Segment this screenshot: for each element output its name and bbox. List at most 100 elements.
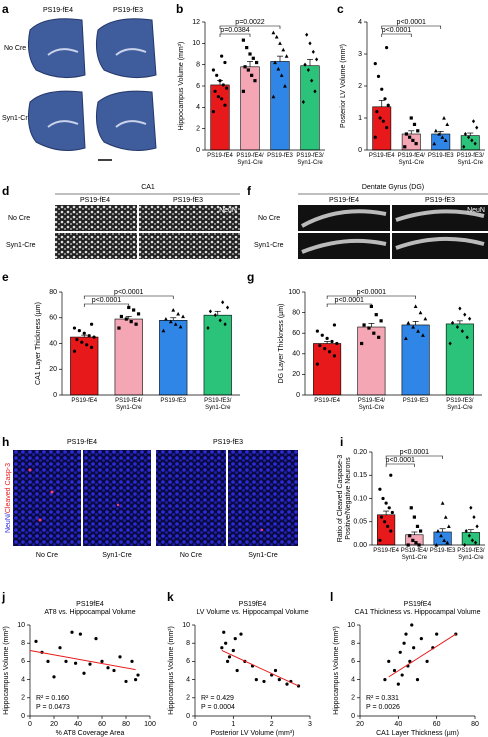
data-point [385,46,389,50]
y-tick-label: 2 [351,695,355,702]
error-bar [378,100,385,107]
data-point [208,309,213,314]
granule-layer [301,209,485,254]
x-tick-label: 40 [74,721,82,728]
stain-label: NeuN [219,207,237,214]
data-point [400,673,404,677]
data-point [284,54,289,58]
data-point [383,678,387,682]
data-point [164,317,168,321]
data-point [223,322,227,327]
chart-subtitle: AT8 vs. Hippocampal Volume [44,609,135,616]
y-axis-label: Hippocampus Volume (mm³) [168,626,175,715]
error-bar [247,61,253,67]
data-point [382,520,387,524]
p-value: p<0.0001 [382,27,411,34]
error-bar [277,55,283,62]
data-point [409,506,413,510]
data-point [473,141,477,146]
data-point [262,679,266,684]
data-point [320,333,324,337]
data-point [129,320,133,324]
data-point [173,322,178,326]
p-value: p<0.0001 [335,297,364,304]
y-tick-label: 8 [186,640,190,647]
data-point [241,38,245,42]
brain-sections [28,18,157,151]
data-point [460,329,464,334]
y-tick-label: 6 [186,658,190,665]
x-tick-label: PS19-fE4 [368,153,395,159]
data-point [178,324,183,329]
data-point [445,122,450,126]
data-point [89,322,94,326]
y-tick-label: 6 [21,658,25,665]
data-point [412,515,416,519]
data-point [409,116,413,120]
data-point [414,541,418,545]
data-point [462,144,466,149]
data-point [273,60,277,65]
data-point [379,515,384,519]
y-tick-label: 0 [358,147,362,154]
y-tick-label: 40 [49,340,57,347]
data-point [283,84,287,88]
data-point [402,641,406,645]
column-label: Syn1-Cre [248,552,278,559]
data-point [315,362,319,366]
column-label: PS19-fE4 [67,439,97,446]
p-value: p=0.0022 [235,19,264,26]
data-point [52,675,56,679]
error-bar [467,132,474,136]
comparison-bracket [381,33,412,37]
column-label: PS19-fE4 [80,197,110,204]
data-point [390,510,394,515]
y-tick-label: 10 [347,622,355,629]
data-point [374,313,378,317]
panel-letter: f [247,184,252,198]
data-point [222,630,226,634]
data-point [392,668,397,673]
column-label: No Cre [36,552,58,559]
data-point [396,682,400,686]
data-point [225,659,230,664]
data-point [442,538,447,542]
data-point [373,135,377,139]
data-point [323,347,327,351]
panel-letter: d [2,184,9,198]
y-tick-label: 4 [21,676,25,683]
data-point [168,319,173,324]
data-point [278,41,282,45]
y-tick-label: 0.00 [353,542,367,549]
x-tick-label: PS19-fE3 [427,153,454,159]
data-point [378,538,382,542]
data-point [385,126,389,130]
error-bar [412,321,419,325]
error-bar [214,310,221,316]
bar [357,326,386,396]
data-point [218,318,222,323]
fit-statistic: P = 0.0026 [366,704,400,711]
panel-title: Dentate Gyrus (DG) [362,184,424,191]
data-point [89,345,94,349]
micrograph [139,205,240,231]
micrograph [83,450,151,546]
data-point [239,632,243,636]
micrograph [156,450,226,546]
p-value: p<0.0001 [400,449,429,456]
chart-title: PS19fE4 [76,601,104,608]
panel-letter: g [247,270,254,284]
micrograph [55,233,137,259]
data-point [389,529,393,533]
data-point [211,110,215,114]
data-point [241,89,245,93]
bar [300,65,320,151]
data-point [463,312,467,317]
data-point [308,41,312,46]
data-point [85,343,89,347]
data-point [211,68,215,72]
y-tick-label: 0.20 [353,449,367,456]
data-point [250,73,254,77]
